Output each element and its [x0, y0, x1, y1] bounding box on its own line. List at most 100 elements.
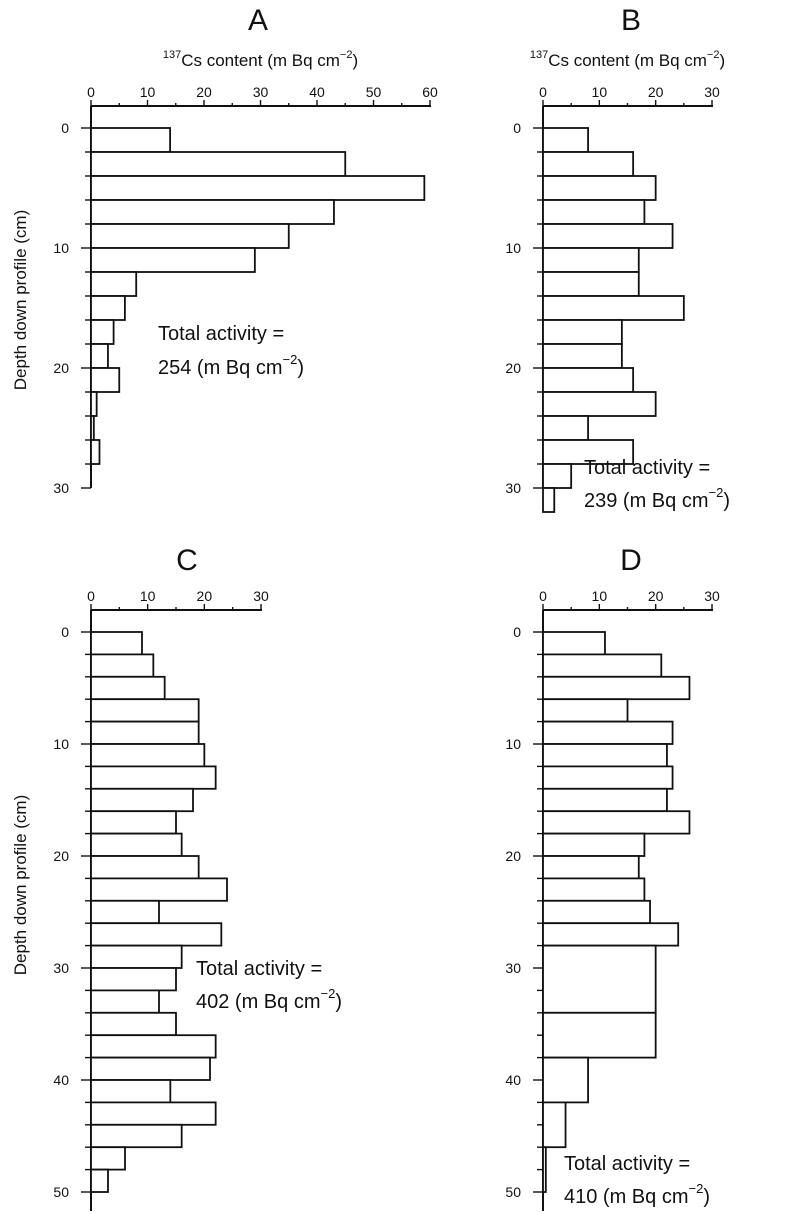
bar-11 [90, 391, 98, 417]
x-tick-label: 20 [648, 588, 664, 604]
bar-17 [90, 1011, 177, 1037]
bar-2 [542, 175, 657, 201]
bar-3 [542, 199, 646, 225]
bar-16 [542, 1056, 589, 1104]
y-axis-title: Depth down profile (cm) [11, 795, 30, 975]
total-activity-label: Total activity = [584, 457, 710, 479]
x-tick-label: 10 [592, 588, 608, 604]
bar-16 [90, 989, 160, 1014]
bar-15 [542, 487, 556, 513]
bar-6 [542, 271, 640, 297]
bar-0 [90, 631, 143, 656]
x-tick-label: 20 [196, 84, 212, 100]
bar-13 [542, 922, 680, 947]
x-axis-title: 137Cs content (m Bq cm−2) [530, 49, 725, 70]
y-tick-label: 30 [505, 960, 521, 976]
x-tick-label: 40 [309, 84, 325, 100]
bar-7 [542, 295, 685, 321]
bar-12 [90, 899, 160, 925]
bar-23 [90, 1146, 126, 1171]
x-tick-label: 30 [253, 84, 269, 100]
total-activity-value: 254 (m Bq cm−2) [158, 352, 304, 379]
total-activity-label: Total activity = [196, 958, 322, 980]
total-activity-value: 239 (m Bq cm−2) [584, 485, 730, 512]
bar-10 [90, 367, 121, 393]
x-tick-label: 50 [366, 84, 382, 100]
y-tick-label: 30 [505, 480, 521, 496]
panel-letter: C [176, 544, 198, 577]
panel-c: C 0 10 20 30 0 10 20 30 40 50 Depth down profile (c… [11, 544, 342, 1211]
bar-6 [542, 765, 674, 790]
panel-d: D 0 10 20 30 0 10 20 30 40 50 Total activity = 410 (… [505, 544, 720, 1211]
y-tick-label: 10 [53, 736, 69, 752]
bar-13 [90, 439, 101, 465]
panel-letter: B [621, 4, 641, 37]
panel-a: A 137Cs content (m Bq cm−2) 0 10 20 30 40 50 60 0… [11, 4, 438, 496]
x-tick-label: 30 [704, 588, 720, 604]
y-tick-label: 50 [53, 1184, 69, 1200]
x-tick-label: 10 [140, 84, 156, 100]
bar-4 [90, 720, 200, 745]
y-tick-label: 40 [505, 1072, 521, 1088]
bar-6 [90, 271, 138, 297]
x-tick-label: 0 [539, 588, 547, 604]
y-tick-label: 20 [53, 360, 69, 376]
x-tick-label: 10 [592, 84, 608, 100]
bar-0 [542, 127, 589, 153]
x-tick-label: 20 [197, 588, 213, 604]
bar-8 [90, 319, 115, 345]
x-tick-label: 0 [87, 84, 95, 100]
bar-5 [542, 247, 640, 273]
y-tick-label: 10 [53, 240, 69, 256]
bar-20 [90, 1079, 172, 1104]
total-activity-label: Total activity = [158, 323, 284, 345]
bar-14 [90, 944, 183, 969]
bar-3 [90, 199, 335, 225]
bar-1 [542, 151, 635, 177]
bar-4 [90, 223, 290, 249]
bar-19 [90, 1056, 211, 1081]
bar-14 [542, 944, 657, 1014]
x-tick-label: 10 [140, 588, 156, 604]
x-axis-title: 137Cs content (m Bq cm−2) [163, 49, 358, 70]
bar-1 [542, 653, 663, 678]
panel-letter: D [620, 544, 642, 577]
x-tick-label: 0 [87, 588, 95, 604]
bar-9 [542, 343, 623, 369]
bar-5 [90, 743, 206, 768]
bar-1 [90, 151, 347, 177]
y-tick-label: 10 [505, 736, 521, 752]
bar-13 [542, 439, 635, 465]
bar-3 [542, 698, 629, 723]
bar-3 [90, 698, 200, 723]
bar-18 [90, 1034, 217, 1059]
y-tick-label: 10 [505, 240, 521, 256]
y-axis-title: Depth down profile (cm) [11, 210, 30, 390]
y-tick-label: 0 [61, 624, 69, 640]
x-tick-label: 30 [704, 84, 720, 100]
bar-9 [90, 343, 109, 369]
bar-24 [90, 1168, 109, 1193]
x-tick-label: 60 [422, 84, 438, 100]
bar-7 [542, 787, 668, 813]
bar-0 [542, 631, 606, 656]
y-tick-label: 0 [513, 120, 521, 136]
bar-0 [90, 127, 171, 153]
x-tick-label: 30 [253, 588, 269, 604]
y-tick-label: 20 [53, 848, 69, 864]
bar-5 [90, 247, 256, 273]
bar-4 [542, 223, 674, 249]
bar-17 [542, 1101, 567, 1149]
y-tick-label: 0 [61, 120, 69, 136]
bar-12 [542, 899, 651, 925]
bar-21 [90, 1101, 217, 1126]
bar-14 [542, 463, 573, 489]
bar-7 [90, 787, 194, 813]
bar-1 [90, 653, 155, 678]
bar-9 [90, 832, 183, 857]
total-activity-value: 402 (m Bq cm−2) [196, 986, 342, 1013]
bar-8 [542, 810, 691, 835]
bar-11 [90, 877, 228, 902]
y-tick-label: 50 [505, 1184, 521, 1200]
